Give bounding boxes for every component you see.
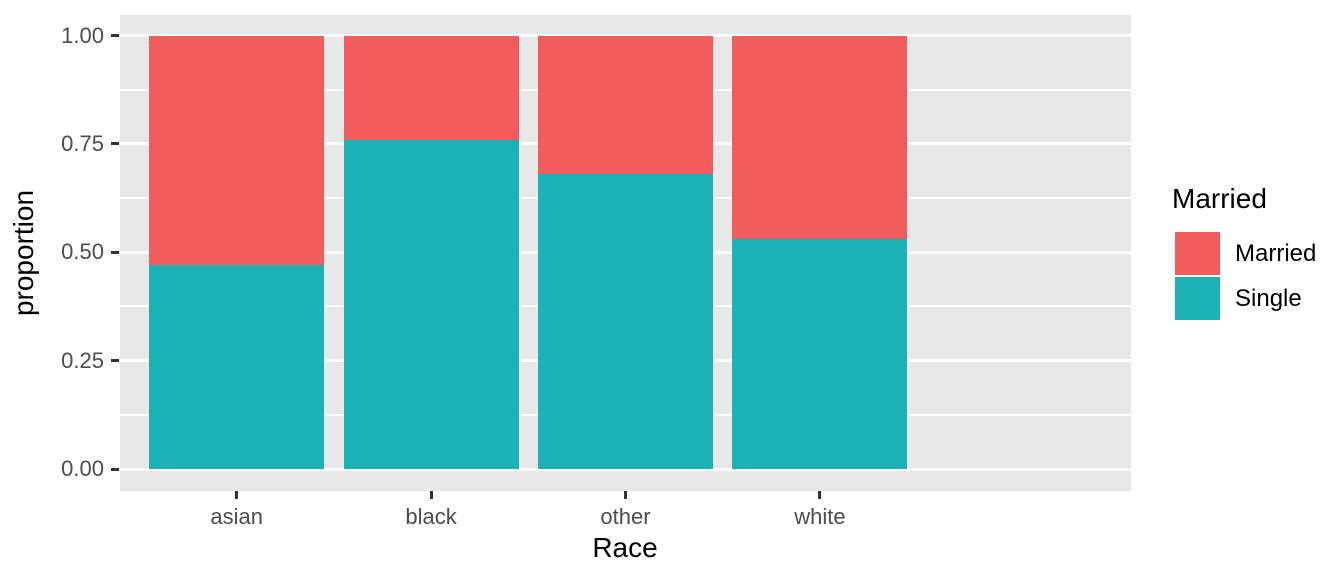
segment-black-married	[343, 35, 519, 140]
bar-other	[538, 35, 713, 469]
bar-white	[732, 35, 908, 469]
y-tick-mark	[111, 142, 119, 146]
y-tick-label: 0.25	[61, 347, 104, 373]
legend-title: Married	[1172, 183, 1267, 214]
x-tick-mark	[429, 491, 433, 499]
y-tick-mark	[111, 359, 119, 363]
legend-label: Married	[1235, 239, 1317, 267]
x-axis-title: Race	[592, 532, 658, 563]
segment-white-single	[732, 239, 908, 469]
x-tick-label-white: white	[794, 504, 846, 529]
plot-area	[120, 34, 1131, 471]
bar-black	[343, 35, 519, 469]
plot-panel	[120, 15, 1131, 491]
bar-asian	[149, 35, 325, 469]
legend-items: Married Single	[1175, 232, 1316, 320]
major-gridline	[120, 467, 1131, 471]
x-tick-mark	[235, 491, 239, 499]
x-tick-mark	[624, 491, 627, 499]
segment-other-single	[538, 174, 713, 469]
segment-other-married	[538, 35, 713, 175]
x-tick-label-asian: asian	[210, 504, 263, 529]
segment-white-married	[732, 35, 908, 240]
legend: Married Married Single	[1172, 183, 1316, 322]
x-tick-label-black: black	[405, 504, 457, 529]
major-gridline	[120, 34, 1131, 37]
legend-item-married: Married	[1175, 232, 1316, 275]
legend-label: Single	[1235, 284, 1302, 312]
y-tick-label: 0.75	[61, 130, 104, 156]
legend-key-swatch	[1175, 277, 1220, 320]
y-tick-label: 1.00	[61, 22, 104, 48]
y-tick-label: 0.00	[61, 456, 104, 481]
segment-asian-single	[149, 265, 325, 469]
y-tick-label: 0.50	[61, 239, 104, 265]
segment-black-single	[343, 139, 519, 469]
legend-key-swatch	[1175, 232, 1220, 275]
y-tick-mark	[111, 467, 119, 471]
segment-asian-married	[149, 35, 325, 266]
x-tick-label-other: other	[600, 504, 651, 529]
x-tick-mark	[818, 491, 822, 499]
y-tick-mark	[111, 250, 119, 254]
y-tick-mark	[111, 34, 119, 37]
legend-item-single: Single	[1175, 277, 1316, 320]
